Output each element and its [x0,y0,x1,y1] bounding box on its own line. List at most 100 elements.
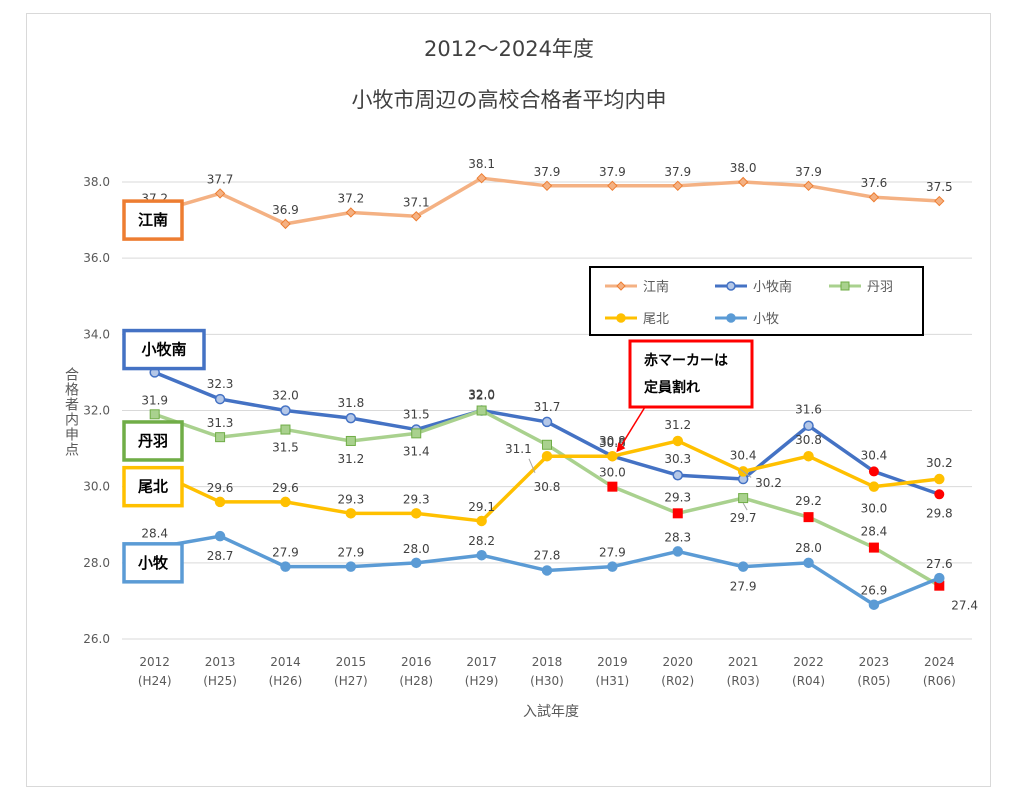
y-tick-label: 32.0 [83,404,110,418]
y-tick-label: 26.0 [83,632,110,646]
data-point [280,561,291,572]
shortfall-marker [934,580,945,591]
data-point [934,473,945,485]
data-point [411,211,422,222]
data-label: 29.7 [730,511,757,525]
data-label: 27.9 [599,546,626,560]
data-label: 37.9 [664,165,691,179]
data-point [214,496,226,508]
x-tick-era: (R02) [661,674,694,688]
data-label: 30.2 [755,476,782,490]
data-label: 37.9 [599,165,626,179]
x-tick-era: (H24) [138,674,172,688]
data-label: 37.2 [337,191,364,205]
data-label: 26.9 [861,584,888,598]
data-label: 31.5 [272,441,299,455]
data-label: 37.7 [207,172,234,186]
data-point [803,420,814,431]
data-label: 28.4 [141,527,168,541]
chart-frame: 2012～2024年度 小牧市周辺の高校合格者平均内申 26.0 28.0 30.0… [26,13,991,787]
school-label-box: 小牧 [122,542,184,584]
x-axis-ticks: 2012 (H24) 2013 (H25) 2014 (H26) 2015 (H27) 2016… [138,655,956,688]
x-tick-era: (H28) [399,674,433,688]
data-label: 29.1 [468,500,495,514]
data-point [476,549,487,561]
school-label-border [122,465,184,508]
data-label: 30.2 [926,456,953,470]
grid-lines [122,181,972,640]
school-label-border [122,420,184,462]
shortfall-marker [672,508,683,519]
school-label-border [122,542,184,584]
y-tick-label: 38.0 [83,175,110,189]
x-tick-era: (R06) [923,674,956,688]
data-label: 29.3 [664,490,691,504]
data-point [280,424,291,435]
x-tick-era: (H26) [269,674,303,688]
x-tick-era: (R03) [727,674,760,688]
data-point [737,561,749,572]
legend-label: 小牧 [753,312,779,327]
data-point [541,565,553,576]
data-label: 27.4 [951,599,978,613]
data-label: 29.6 [207,481,234,495]
y-tick-label: 30.0 [83,480,110,494]
school-label-box: 江南 [122,199,184,241]
data-label: 28.0 [403,542,430,556]
y-tick-label: 28.0 [83,556,110,570]
x-tick-era: (R05) [857,674,890,688]
x-tick-year: 2016 [401,655,432,669]
legend-swatch-marker [726,313,736,323]
data-point [345,412,357,424]
legend-label: 小牧南 [753,279,792,295]
data-point [868,481,880,492]
data-point [672,469,684,481]
data-label: 32.0 [272,389,299,403]
data-label: 37.6 [861,176,888,190]
series-group [149,172,945,610]
data-point [541,450,553,462]
data-point [868,599,880,610]
x-tick-year: 2012 [139,655,170,669]
school-label-box: 小牧南 [122,328,206,371]
legend-swatch-marker [616,281,626,291]
data-label: 28.4 [861,525,888,539]
data-point [214,188,226,199]
data-point [672,180,683,192]
data-label: 31.6 [795,403,822,417]
legend-swatch-marker [616,313,626,323]
shortfall-marker [868,542,879,553]
x-tick-year: 2017 [466,655,497,669]
legend-label: 尾北 [643,312,669,327]
data-point [672,546,684,557]
x-tick-era: (H29) [465,674,499,688]
shortfall-marker [607,481,618,492]
data-label: 27.8 [534,548,561,562]
x-tick-year: 2013 [205,655,236,669]
x-tick-year: 2022 [793,655,824,669]
data-point [280,405,291,416]
x-tick-era: (H30) [530,674,564,688]
x-tick-era: (H27) [334,674,368,688]
x-tick-year: 2024 [924,655,955,669]
data-point [215,432,226,443]
annotation-box [628,339,754,409]
x-tick-year: 2018 [532,655,563,669]
data-label: 30.3 [664,452,691,466]
chart-subtitle: 小牧市周辺の高校合格者平均内申 [352,88,667,112]
data-label: 31.4 [403,444,430,458]
data-point [934,572,945,584]
school-label-border [122,199,184,241]
x-tick-year: 2023 [859,655,890,669]
x-tick-year: 2019 [597,655,628,669]
data-point [345,508,357,519]
data-point [541,416,553,428]
data-label: 37.1 [403,195,430,209]
data-label: 29.3 [403,492,430,506]
data-label: 27.6 [926,557,953,571]
data-point [672,435,684,447]
school-label-text: 尾北 [138,478,168,496]
data-label: 31.2 [664,418,691,432]
